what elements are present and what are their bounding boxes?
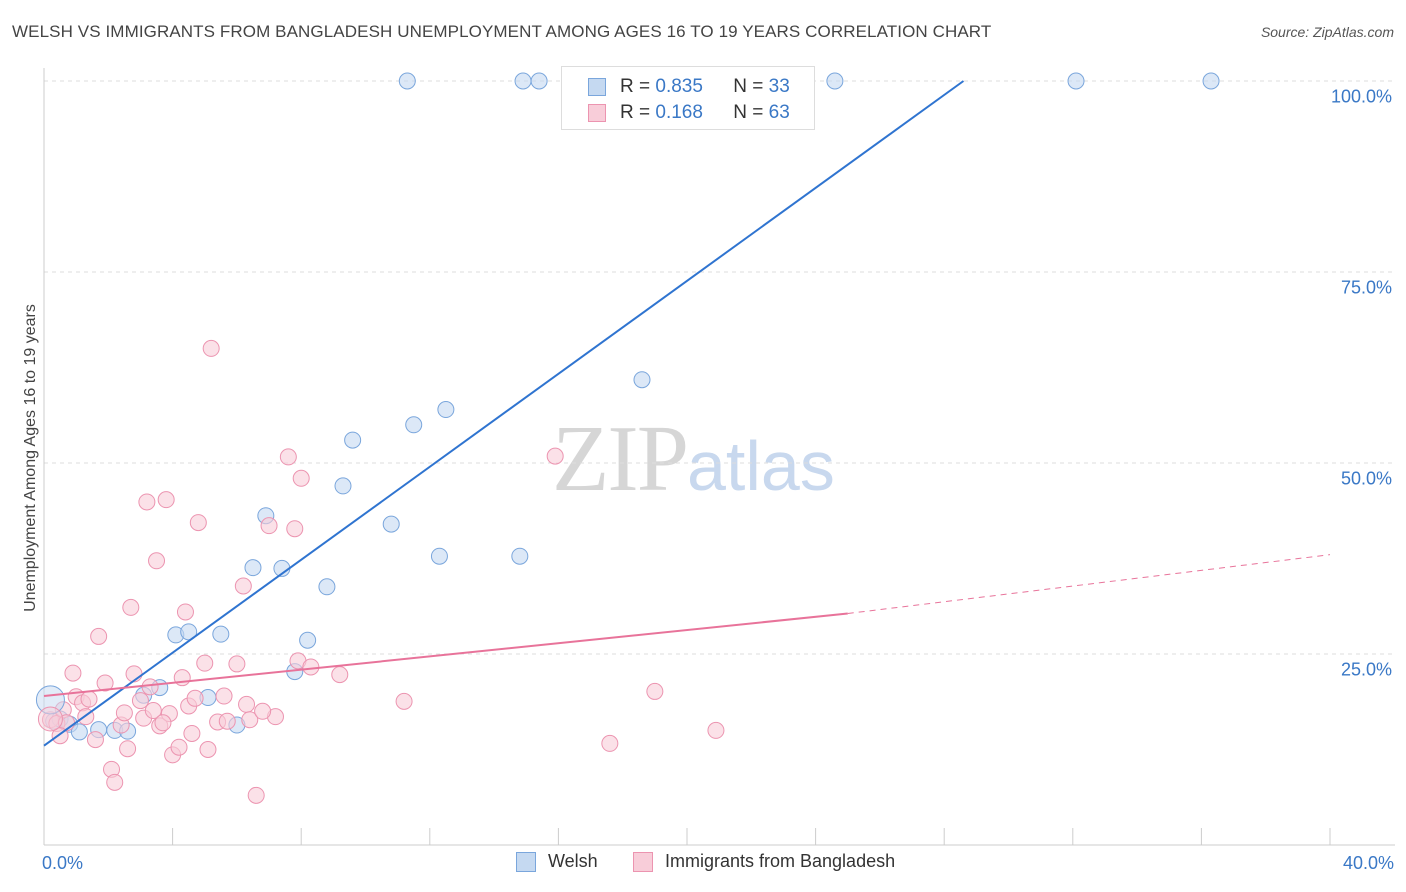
bottom-bangladesh-swatch: [633, 851, 653, 872]
y-tick-label-75: 75.0%: [1340, 277, 1392, 298]
legend-row-bangladesh: R = 0.168 N = 63: [588, 101, 790, 125]
bangladesh-point: [331, 666, 349, 684]
bangladesh-point: [64, 664, 82, 682]
welsh-point: [398, 72, 416, 90]
welsh-point: [826, 72, 844, 90]
welsh-r-label: R =: [620, 76, 651, 97]
bangladesh-point: [154, 714, 172, 732]
welsh-point: [430, 547, 448, 565]
welsh-point: [1202, 72, 1220, 90]
bangladesh-point: [131, 692, 149, 710]
bangladesh-point: [215, 687, 233, 705]
welsh-n-label: N =: [733, 76, 764, 97]
bangladesh-point: [80, 690, 98, 708]
welsh-point: [344, 431, 362, 449]
bangladesh-point: [90, 627, 108, 645]
welsh-point: [318, 578, 336, 596]
welsh-point: [1067, 72, 1085, 90]
bottom-welsh-swatch: [516, 851, 536, 872]
watermark-atlas: atlas: [687, 427, 835, 505]
bangladesh-point: [302, 658, 320, 676]
bangladesh-point: [157, 491, 175, 509]
bottom-bangladesh-label: Immigrants from Bangladesh: [665, 851, 896, 871]
bangladesh-point: [601, 734, 619, 752]
bangladesh-point: [238, 695, 256, 713]
bangladesh-point-cluster: [37, 706, 63, 732]
correlation-legend: R = 0.835 N = 33 R = 0.168 N = 63: [561, 66, 815, 130]
welsh-n-value: 33: [768, 76, 790, 97]
legend-row-welsh: R = 0.835 N = 33: [588, 75, 790, 99]
bangladesh-point: [196, 654, 214, 672]
bangladesh-point: [199, 741, 217, 758]
welsh-point: [514, 72, 532, 90]
welsh-r-value: 0.835: [655, 76, 703, 97]
bangladesh-point: [186, 689, 204, 707]
welsh-point: [405, 416, 423, 434]
bangladesh-point: [395, 692, 413, 710]
bottom-legend-welsh: Welsh: [516, 851, 598, 872]
bangladesh-point: [546, 447, 564, 465]
bangladesh-point: [292, 469, 310, 487]
bangladesh-point: [144, 702, 162, 720]
bangladesh-point: [183, 724, 201, 742]
bangladesh-point: [122, 598, 140, 616]
bangladesh-point: [106, 773, 124, 791]
bangladesh-point: [254, 702, 272, 720]
bangladesh-point: [189, 514, 207, 532]
bangladesh-r-value: 0.168: [655, 102, 703, 123]
bangladesh-point: [170, 738, 188, 756]
bangladesh-point: [141, 678, 159, 696]
welsh-point: [437, 401, 455, 419]
welsh-swatch: [588, 78, 606, 96]
bottom-legend-bangladesh: Immigrants from Bangladesh: [633, 851, 895, 872]
bangladesh-point: [707, 721, 725, 739]
bangladesh-point: [119, 740, 137, 758]
bangladesh-point: [260, 517, 278, 535]
x-tick-label-min: 0.0%: [42, 853, 84, 873]
chart-title: WELSH VS IMMIGRANTS FROM BANGLADESH UNEM…: [12, 22, 992, 41]
welsh-point: [511, 547, 529, 565]
welsh-point: [180, 623, 198, 641]
bangladesh-trend-line: [43, 612, 848, 698]
bangladesh-n-label: N =: [733, 102, 764, 123]
welsh-point: [633, 371, 651, 389]
y-tick-label-50: 50.0%: [1340, 468, 1392, 489]
bangladesh-point: [115, 704, 133, 722]
bangladesh-point: [228, 655, 246, 673]
welsh-point: [334, 477, 352, 495]
bangladesh-r-label: R =: [620, 102, 651, 123]
bangladesh-point: [202, 339, 220, 357]
welsh-point: [244, 559, 262, 577]
bangladesh-point: [96, 674, 114, 692]
bangladesh-point: [286, 520, 304, 538]
bangladesh-point: [86, 731, 104, 749]
bangladesh-point: [279, 448, 297, 466]
welsh-point: [530, 72, 548, 90]
bangladesh-point: [646, 682, 664, 700]
bangladesh-swatch: [588, 104, 606, 122]
y-tick-label-100: 100.0%: [1330, 86, 1392, 107]
watermark-zip: ZIP: [552, 407, 689, 511]
bangladesh-n-value: 63: [768, 102, 790, 123]
bottom-welsh-label: Welsh: [548, 851, 598, 871]
bangladesh-point: [234, 577, 252, 595]
welsh-point: [212, 625, 230, 643]
bangladesh-point: [138, 493, 156, 511]
bangladesh-trend-extension: [847, 554, 1331, 615]
bangladesh-point: [241, 711, 259, 729]
bangladesh-point: [148, 552, 166, 570]
bangladesh-point: [218, 712, 236, 730]
watermark: ZIPatlas: [552, 404, 835, 513]
bangladesh-point: [176, 603, 194, 621]
welsh-point: [70, 723, 88, 741]
welsh-point: [382, 515, 400, 533]
welsh-point: [299, 631, 317, 649]
source-credit: Source: ZipAtlas.com: [1260, 24, 1394, 40]
bangladesh-point: [247, 786, 265, 804]
y-tick-label-25: 25.0%: [1340, 659, 1392, 680]
x-tick-label-max: 40.0%: [1342, 853, 1394, 873]
welsh-trend-line: [43, 80, 965, 747]
